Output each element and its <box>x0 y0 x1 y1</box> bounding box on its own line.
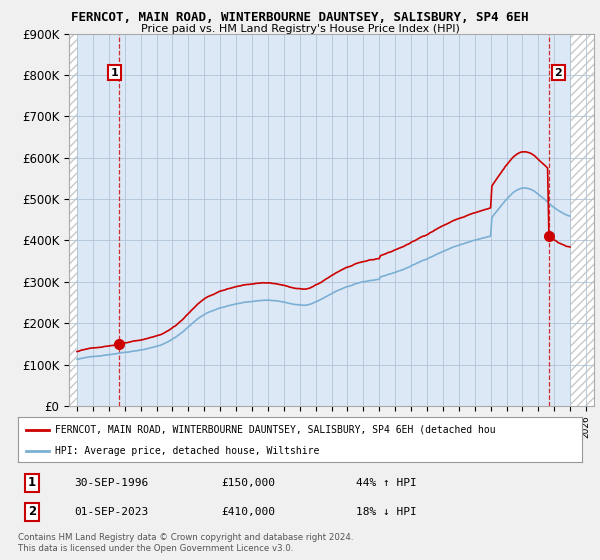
Text: Contains HM Land Registry data © Crown copyright and database right 2024.
This d: Contains HM Land Registry data © Crown c… <box>18 533 353 553</box>
Text: 1: 1 <box>111 68 118 78</box>
Text: Price paid vs. HM Land Registry's House Price Index (HPI): Price paid vs. HM Land Registry's House … <box>140 24 460 34</box>
Text: 01-SEP-2023: 01-SEP-2023 <box>74 507 149 517</box>
Text: 18% ↓ HPI: 18% ↓ HPI <box>356 507 417 517</box>
Text: HPI: Average price, detached house, Wiltshire: HPI: Average price, detached house, Wilt… <box>55 446 319 456</box>
Text: FERNCOT, MAIN ROAD, WINTERBOURNE DAUNTSEY, SALISBURY, SP4 6EH: FERNCOT, MAIN ROAD, WINTERBOURNE DAUNTSE… <box>71 11 529 24</box>
Text: £410,000: £410,000 <box>221 507 275 517</box>
Text: £150,000: £150,000 <box>221 478 275 488</box>
Text: FERNCOT, MAIN ROAD, WINTERBOURNE DAUNTSEY, SALISBURY, SP4 6EH (detached hou: FERNCOT, MAIN ROAD, WINTERBOURNE DAUNTSE… <box>55 424 495 435</box>
Text: 2: 2 <box>28 506 36 519</box>
Text: 30-SEP-1996: 30-SEP-1996 <box>74 478 149 488</box>
Text: 1: 1 <box>28 477 36 489</box>
Text: 44% ↑ HPI: 44% ↑ HPI <box>356 478 417 488</box>
Text: 2: 2 <box>554 68 562 78</box>
